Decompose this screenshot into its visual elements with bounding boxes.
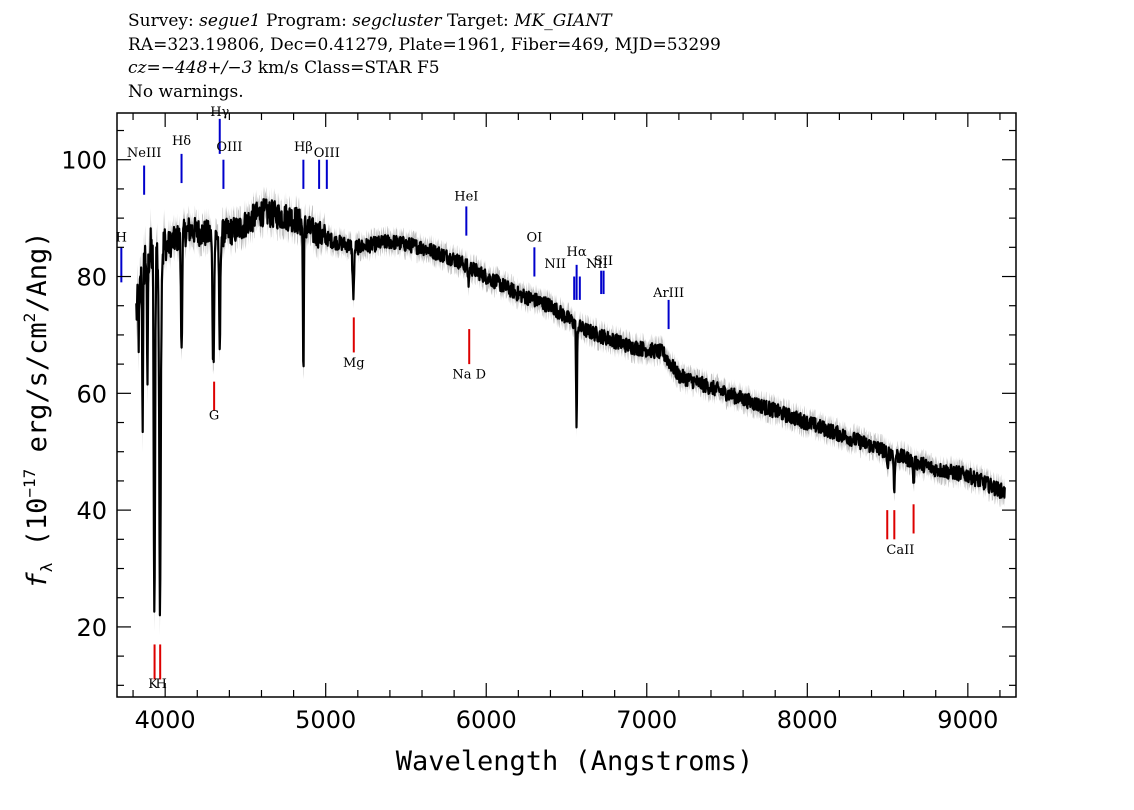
program-value: segcluster	[352, 11, 442, 31]
emission-line-label: Hδ	[172, 134, 191, 149]
emission-line-label: HeI	[454, 190, 478, 205]
y-axis-unit-2: erg/s/cm	[22, 322, 53, 468]
header-line-warnings: No warnings.	[128, 81, 244, 102]
y-tick-label: 80	[76, 264, 107, 292]
absorption-line-label: K	[148, 677, 158, 692]
emission-line-label: Hα	[567, 245, 587, 260]
y-axis-subscript: λ	[37, 562, 56, 572]
emission-line-label: NeIII	[127, 146, 161, 161]
survey-value: segue1	[199, 11, 261, 31]
y-axis-title: fλ (10−17 erg/s/cm2/Ang)	[20, 231, 56, 588]
emission-line-label: SII	[594, 254, 613, 269]
y-axis-exponent-2: 2	[20, 313, 39, 323]
axes-layer: 4000 5000 6000 7000 8000 9000 20 40 60 80 100	[61, 112, 1017, 734]
spectrum-header: Survey: segue1 Program: segcluster Targe…	[128, 10, 721, 104]
emission-line-label: OIII	[314, 146, 340, 161]
plot-frame	[116, 112, 1017, 698]
cz-equals: =	[146, 58, 161, 78]
x-tick-label: 8000	[777, 706, 838, 734]
header-line-redshift: cz=−448+/−3 km/s Class=STAR F5	[128, 57, 721, 81]
x-tick-label: 9000	[937, 706, 998, 734]
target-label: Target:	[441, 11, 515, 31]
header-line-coordinates: RA=323.19806, Dec=0.41279, Plate=1961, F…	[128, 34, 721, 55]
y-axis-exponent: −17	[20, 469, 39, 498]
emission-line-label: OI	[526, 230, 542, 245]
x-tick-label: 4000	[135, 706, 196, 734]
flux-layer	[135, 198, 1006, 617]
absorption-line-label: Na D	[452, 368, 486, 383]
x-tick-label: 6000	[456, 706, 517, 734]
cz-value: −448+/−3	[160, 58, 253, 78]
y-tick-label: 20	[76, 614, 107, 642]
y-axis-symbol: f	[22, 572, 53, 589]
cz-prefix: cz	[128, 58, 147, 78]
target-value: MK_GIANT	[514, 11, 612, 31]
y-tick-label: 40	[76, 497, 107, 525]
absorption-line-label: G	[209, 409, 219, 424]
emission-line-label: NII	[586, 257, 608, 272]
y-axis-unit-3: /Ang)	[22, 231, 53, 312]
cz-class: km/s Class=STAR F5	[252, 58, 440, 78]
emission-line-label: OIII	[216, 140, 242, 155]
absorption-line-label: CaII	[886, 543, 914, 558]
x-axis-title: Wavelength (Angstroms)	[396, 746, 754, 777]
x-tick-label: 5000	[295, 706, 356, 734]
flux-series-line	[135, 198, 1006, 617]
absorption-line-label: H	[155, 677, 166, 692]
program-label: Program:	[260, 11, 353, 31]
emission-line-label: ArIII	[652, 286, 684, 301]
y-tick-label: 100	[61, 147, 107, 175]
emission-line-label: NII	[544, 257, 566, 272]
survey-label: Survey:	[128, 11, 200, 31]
y-axis-unit: (10	[22, 498, 53, 563]
y-tick-label: 60	[76, 380, 107, 408]
emission-line-label: H	[116, 230, 127, 245]
x-tick-label: 7000	[616, 706, 677, 734]
emission-line-label: Hβ	[294, 140, 313, 155]
absorption-line-label: Mg	[343, 356, 365, 371]
header-line-survey: Survey: segue1 Program: segcluster Targe…	[128, 10, 721, 34]
